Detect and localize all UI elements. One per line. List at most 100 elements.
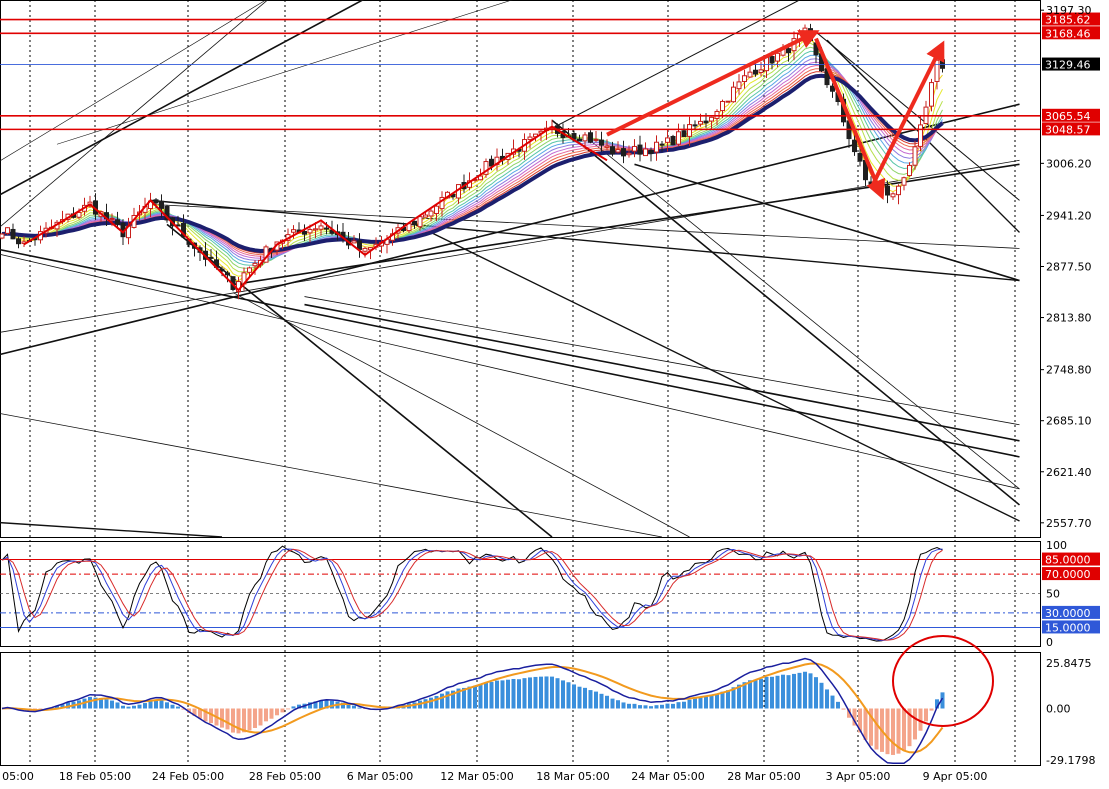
macd-histogram-bar	[165, 702, 169, 708]
macd-histogram-bar	[138, 705, 142, 709]
candle-body	[633, 146, 637, 151]
macd-tick-label: -29.1798	[1046, 754, 1095, 767]
macd-histogram-bar	[605, 696, 609, 709]
macd-histogram-bar	[836, 702, 840, 709]
macd-histogram-bar	[820, 683, 824, 709]
macd-histogram-bar	[528, 677, 532, 708]
ma-ribbon-line	[2, 55, 943, 262]
navy-moving-average	[2, 76, 943, 251]
candle-body	[11, 229, 15, 238]
price-tick-label: 3197.30	[1046, 4, 1092, 17]
candle-body	[919, 125, 923, 147]
candle-body	[638, 145, 642, 154]
macd-histogram-bar	[501, 680, 505, 708]
macd-histogram-bar	[726, 690, 730, 708]
candle-body	[429, 211, 433, 216]
macd-histogram-bar	[677, 702, 681, 708]
trendlines-layer	[0, 0, 1020, 537]
stoch-level-label: 15.0000	[1045, 621, 1091, 634]
candle-body	[754, 70, 758, 74]
macd-histogram-bar	[913, 709, 917, 740]
x-axis-label: 18 Mar 05:00	[536, 770, 609, 783]
candle-body	[600, 140, 604, 145]
macd-histogram-bar	[759, 679, 763, 709]
panel-frame	[1, 653, 1041, 766]
macd-histogram-bar	[754, 680, 758, 709]
macd-histogram-bar	[561, 680, 565, 708]
macd-tick-label: 25.8475	[1046, 657, 1092, 670]
candle-body	[765, 57, 769, 70]
stoch-level-label: 70.0000	[1045, 568, 1091, 581]
candle-body	[308, 229, 312, 232]
candle-body	[831, 86, 835, 91]
candle-body	[110, 218, 114, 219]
candle-body	[858, 153, 862, 161]
candle-body	[715, 111, 719, 118]
price-level-label: 3129.46	[1045, 59, 1091, 72]
macd-histogram-bar	[792, 674, 796, 709]
x-axis-label: 05:00	[2, 770, 34, 783]
candle-body	[935, 60, 939, 81]
trendline	[552, 120, 1020, 505]
candle-body	[930, 83, 934, 107]
candle-body	[424, 215, 428, 217]
candle-body	[77, 212, 81, 217]
x-axis-label: 18 Feb 05:00	[59, 770, 131, 783]
macd-histogram-bar	[160, 700, 164, 708]
candle-body	[721, 101, 725, 110]
macd-histogram-bar	[842, 709, 846, 710]
candle-body	[0, 234, 4, 238]
candle-body	[737, 82, 741, 89]
macd-histogram-bar	[479, 685, 483, 708]
trendline	[0, 521, 222, 537]
candle-body	[116, 220, 120, 225]
macd-histogram-bar	[116, 702, 120, 708]
price-tick-label: 2941.20	[1046, 209, 1092, 222]
candle-body	[682, 131, 686, 137]
macd-histogram-bar	[429, 698, 433, 709]
price-level-label: 3048.57	[1045, 123, 1091, 136]
stoch-line	[2, 546, 943, 641]
stoch-tick-label: 0	[1046, 636, 1053, 649]
macd-histogram-bar	[616, 700, 620, 708]
macd-histogram-bar	[594, 692, 598, 709]
macd-histogram-bar	[264, 709, 268, 722]
macd-histogram-bar	[831, 696, 835, 709]
macd-histogram-bar	[770, 677, 774, 709]
macd-histogram-bar	[638, 705, 642, 708]
macd-histogram-bar	[435, 696, 439, 709]
macd-histogram-bar	[446, 691, 450, 708]
macd-histogram-bar	[633, 704, 637, 709]
macd-histogram-bar	[886, 709, 890, 755]
macd-histogram-bar	[259, 709, 263, 726]
macd-histogram-bar	[655, 705, 659, 708]
candle-body	[759, 70, 763, 73]
trendline	[0, 0, 497, 208]
macd-histogram-bar	[572, 684, 576, 708]
macd-histogram-bar	[534, 677, 538, 709]
candle-body	[726, 101, 730, 102]
macd-histogram-bar	[440, 694, 444, 709]
macd-histogram-bar	[666, 704, 670, 709]
macd-histogram-bar	[545, 676, 549, 708]
macd-histogram-bar	[649, 706, 653, 708]
macd-histogram-bar	[149, 701, 153, 708]
macd-histogram-bar	[556, 678, 560, 708]
candle-body	[490, 159, 494, 166]
candle-body	[886, 186, 890, 195]
macd-histogram-bar	[699, 697, 703, 708]
macd-histogram-bar	[484, 683, 488, 709]
candle-body	[528, 137, 532, 139]
macd-histogram-bar	[105, 699, 109, 708]
macd-histogram-bar	[286, 709, 290, 710]
macd-histogram-bar	[864, 709, 868, 740]
macd-histogram-bar	[517, 679, 521, 708]
panel-frame	[1, 1, 1041, 538]
candle-body	[160, 201, 164, 208]
price-tick-label: 2748.80	[1046, 364, 1092, 377]
candle-body	[880, 185, 884, 187]
candle-body	[941, 60, 945, 69]
macd-histogram-bar	[281, 709, 285, 713]
candle-body	[693, 125, 697, 126]
